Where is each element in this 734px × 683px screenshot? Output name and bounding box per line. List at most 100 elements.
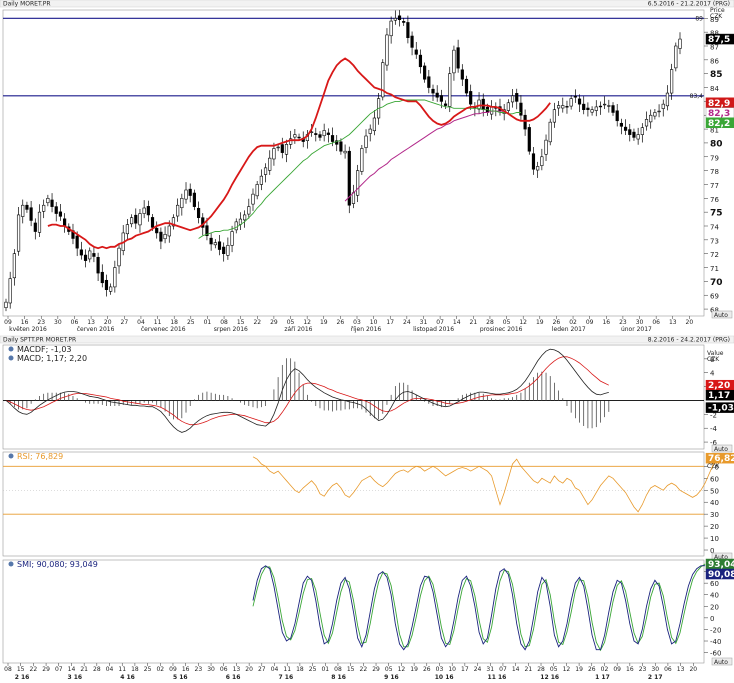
price-x-tick-label: 19 bbox=[320, 319, 328, 326]
price-y-axis: 6869707172737475767778798081828384858687… bbox=[704, 16, 723, 315]
rsi-y-tick-label: 10 bbox=[710, 535, 719, 543]
bottom-x-tick-label: 09 bbox=[169, 666, 177, 673]
price-candle-body bbox=[21, 204, 25, 217]
smi-y-tick-label: 40 bbox=[710, 592, 719, 600]
price-x-tick-label: 23 bbox=[619, 319, 627, 326]
price-candle-body bbox=[623, 126, 628, 131]
price-candle-body bbox=[640, 127, 644, 135]
price-y-tick-label: 85 bbox=[710, 70, 723, 80]
rsi-badge-label: 76,829 bbox=[708, 454, 734, 464]
price-y-tick-label: 76 bbox=[710, 196, 719, 204]
price-candle-body bbox=[360, 148, 364, 172]
price-candle-body bbox=[356, 170, 360, 196]
price-x-tick-label: 07 bbox=[436, 319, 444, 326]
price-x-tick-label: 24 bbox=[403, 319, 411, 326]
price-candle-body bbox=[523, 114, 527, 130]
rsi-y-tick-label: 30 bbox=[710, 511, 719, 519]
macd-badge bbox=[705, 389, 734, 401]
price-x-tick-label: 05 bbox=[503, 319, 511, 326]
indicator-header-bar bbox=[0, 335, 734, 344]
price-panel bbox=[2, 9, 705, 317]
bottom-x-tick-label: 10 bbox=[448, 666, 456, 673]
price-candle-body bbox=[188, 188, 192, 196]
smi-auto-label: Auto bbox=[714, 659, 728, 666]
price-month-label: říjen 2016 bbox=[351, 326, 382, 333]
smi-y-tick-label: -40 bbox=[710, 638, 721, 646]
price-candle-body bbox=[167, 225, 171, 237]
rsi-legend-label: RSI; 76,829 bbox=[17, 452, 63, 461]
price-y-tick-label: 68 bbox=[710, 307, 719, 315]
price-candle-body bbox=[674, 45, 678, 69]
price-candle-body bbox=[665, 92, 670, 107]
price-x-tick-label: 22 bbox=[253, 319, 261, 326]
macd-auto-button[interactable] bbox=[711, 444, 733, 453]
price-candle-body bbox=[557, 105, 561, 109]
bottom-x-tick-label: 06 bbox=[664, 666, 672, 673]
price-x-tick-label: 04 bbox=[137, 319, 145, 326]
price-candle-body bbox=[481, 98, 485, 110]
price-auto-button[interactable] bbox=[711, 310, 733, 319]
price-candle-body bbox=[130, 217, 134, 225]
bottom-x-tick-label: 16 bbox=[626, 666, 634, 673]
macd-badge-label: -1,03 bbox=[708, 404, 734, 414]
price-candle-body bbox=[406, 22, 410, 38]
bottom-month-label: 3 16 bbox=[67, 674, 82, 681]
bottom-x-tick-label: 14 bbox=[68, 666, 76, 673]
price-candle-body bbox=[213, 242, 217, 246]
price-candle-body bbox=[364, 135, 368, 148]
bottom-month-label: 4 16 bbox=[120, 674, 135, 681]
macd-y-axis: 642-2-4-6 bbox=[704, 356, 718, 447]
price-resistance-label: 89 bbox=[695, 15, 703, 22]
price-candle-body bbox=[42, 204, 46, 212]
bottom-month-label: 5 16 bbox=[173, 674, 188, 681]
price-candle-body bbox=[414, 49, 418, 55]
price-header-left: Daily MORET.PR bbox=[3, 1, 51, 8]
price-candle-body bbox=[397, 15, 402, 20]
rsi-line bbox=[252, 456, 719, 513]
smi-auto-button[interactable] bbox=[711, 657, 733, 666]
price-candle-body bbox=[536, 166, 540, 171]
price-candle-body bbox=[4, 301, 8, 308]
price-y-tick-label: 79 bbox=[710, 154, 719, 162]
price-candle-body bbox=[25, 204, 29, 210]
price-candle-body bbox=[46, 198, 50, 204]
smi-y-tick-label: -60 bbox=[710, 650, 721, 658]
smi-plot bbox=[252, 563, 706, 652]
bottom-x-tick-label: 11 bbox=[118, 666, 126, 673]
price-x-tick-label: 28 bbox=[486, 319, 494, 326]
price-candle-body bbox=[456, 47, 460, 69]
smi-y-tick-label: 60 bbox=[710, 580, 719, 588]
price-candle-body bbox=[259, 175, 263, 185]
price-candle-body bbox=[368, 128, 372, 134]
price-candle-body bbox=[347, 150, 351, 206]
bottom-x-tick-label: 16 bbox=[182, 666, 190, 673]
price-candle-body bbox=[385, 34, 389, 66]
bottom-x-tick-label: 19 bbox=[575, 666, 583, 673]
price-candle-body bbox=[402, 21, 406, 23]
price-candle-body bbox=[678, 38, 682, 49]
price-x-tick-label: 06 bbox=[71, 319, 79, 326]
bottom-month-label: 10 16 bbox=[435, 674, 454, 681]
rsi-value-badges: 76,829 bbox=[705, 452, 734, 464]
price-candle-body bbox=[251, 193, 255, 205]
bottom-x-tick-label: 25 bbox=[144, 666, 152, 673]
bottom-x-tick-label: 06 bbox=[220, 666, 228, 673]
price-candle-body bbox=[63, 218, 67, 227]
macd-legend-icon bbox=[8, 346, 14, 352]
price-x-tick-label: 15 bbox=[237, 319, 245, 326]
price-candle-body bbox=[653, 112, 657, 117]
price-y-tick-label: 72 bbox=[710, 251, 719, 259]
price-x-tick-label: 12 bbox=[303, 319, 311, 326]
price-candle-body bbox=[134, 214, 138, 224]
bottom-month-label: 2 17 bbox=[648, 674, 663, 681]
price-candle-body bbox=[100, 271, 104, 284]
price-y-tick-label: 81 bbox=[710, 127, 719, 135]
price-month-label: leden 2017 bbox=[552, 326, 586, 333]
price-candle-body bbox=[510, 95, 515, 103]
indicator-header-left: Daily SPTT.PR MORET.PR bbox=[3, 337, 76, 344]
price-badge bbox=[705, 117, 734, 129]
price-x-tick-label: 20 bbox=[104, 319, 112, 326]
price-candle-body bbox=[515, 93, 519, 102]
price-candle-body bbox=[577, 98, 582, 105]
